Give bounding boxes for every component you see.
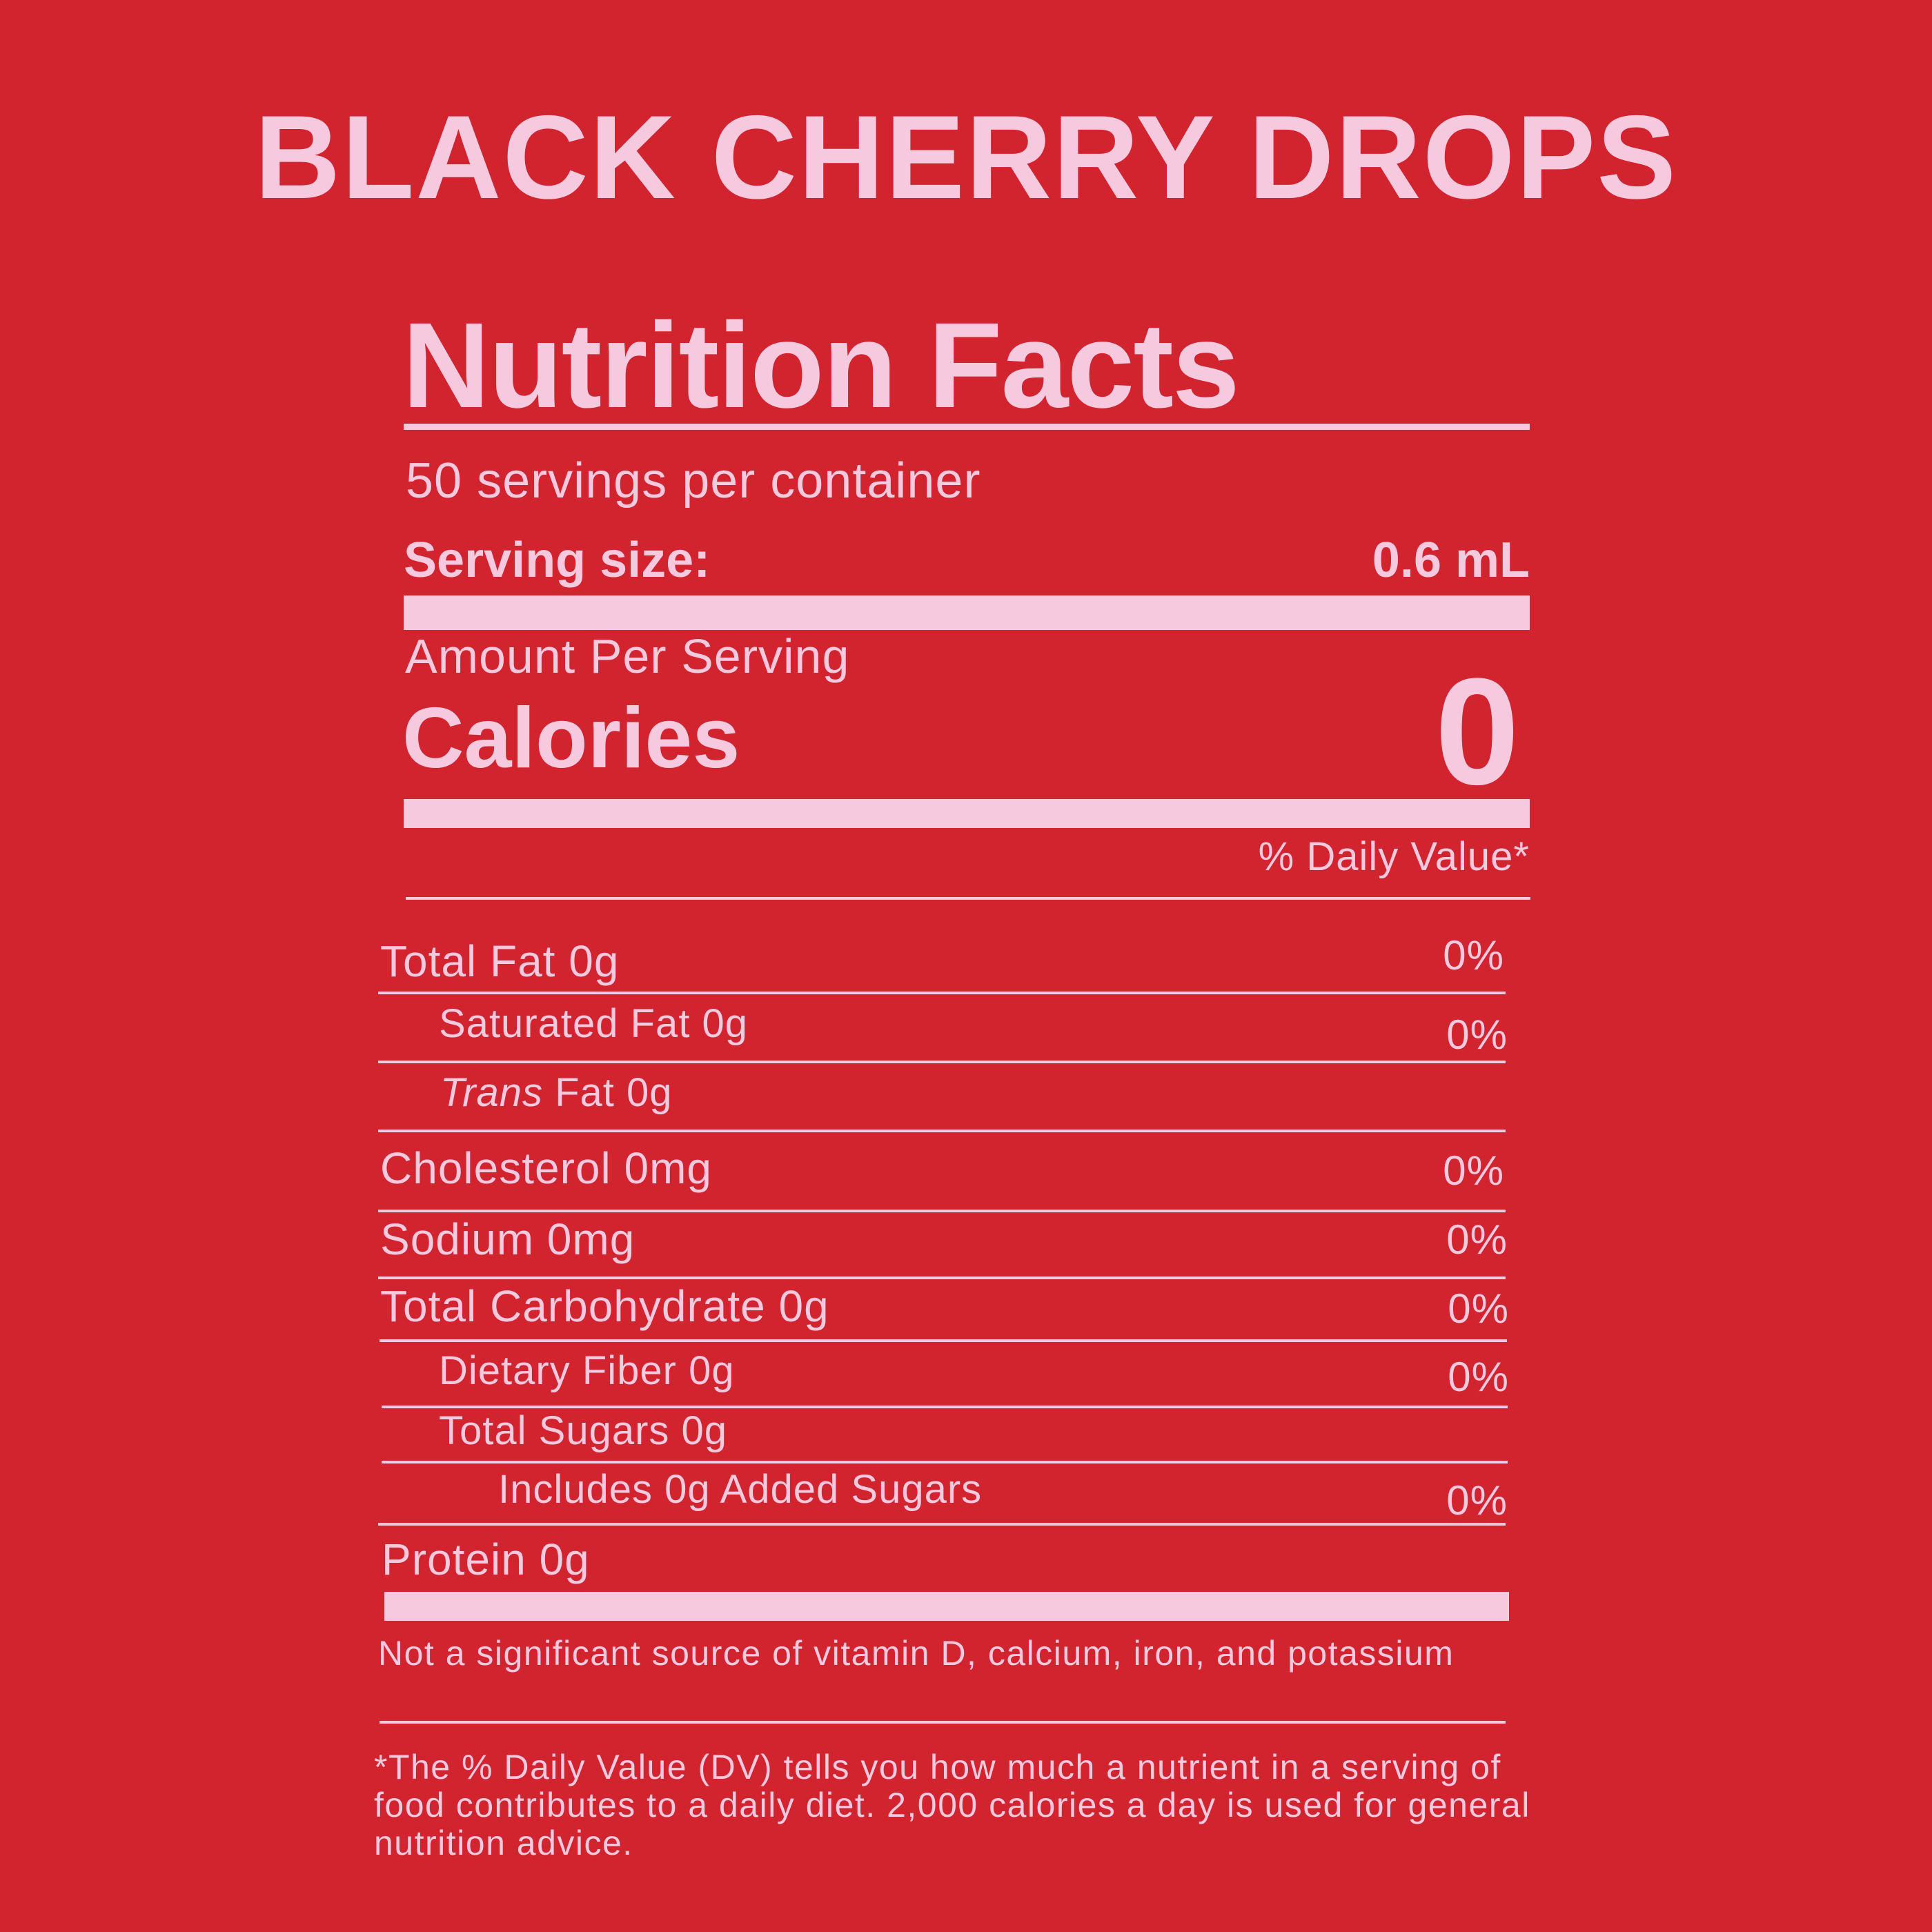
serving-size-label: Serving size:	[404, 533, 711, 588]
thick-divider-calories	[404, 799, 1530, 828]
trans-fat-rest: Fat 0g	[542, 1070, 673, 1115]
nutrient-cholesterol: Cholesterol 0mg	[380, 1143, 712, 1193]
dv-total-fat: 0%	[1443, 932, 1504, 978]
nutrition-facts-heading: Nutrition Facts	[402, 298, 1240, 433]
nutrient-protein: Protein 0g	[382, 1535, 590, 1584]
dv-sodium: 0%	[1446, 1216, 1508, 1263]
dv-dietary-fiber: 0%	[1448, 1354, 1509, 1400]
row-divider	[382, 1406, 1508, 1408]
dv-total-carbohydrate: 0%	[1448, 1285, 1509, 1332]
heading-divider	[404, 424, 1530, 430]
row-divider	[379, 1339, 1507, 1342]
row-divider	[378, 1061, 1506, 1063]
calories-label: Calories	[402, 691, 740, 786]
nutrient-trans-fat: Trans Fat 0g	[440, 1067, 673, 1118]
row-divider	[378, 992, 1506, 994]
row-divider	[378, 1276, 1506, 1279]
nutrient-total-carbohydrate: Total Carbohydrate 0g	[380, 1281, 829, 1331]
amount-per-serving: Amount Per Serving	[405, 629, 850, 683]
row-divider	[378, 1210, 1506, 1212]
footnote-divider	[379, 1721, 1506, 1724]
daily-value-footnote: *The % Daily Value (DV) tells you how mu…	[374, 1748, 1530, 1862]
dv-added-sugars: 0%	[1446, 1477, 1508, 1524]
daily-value-header: % Daily Value*	[1258, 834, 1530, 879]
servings-per-container: 50 servings per container	[406, 453, 981, 509]
dv-cholesterol: 0%	[1443, 1147, 1504, 1194]
row-divider	[378, 1130, 1506, 1132]
thick-divider-serving	[404, 595, 1530, 630]
calories-value: 0	[1435, 647, 1519, 816]
dv-saturated-fat: 0%	[1446, 1012, 1508, 1058]
row-divider	[382, 1461, 1508, 1463]
nutrient-dietary-fiber: Dietary Fiber 0g	[439, 1348, 735, 1393]
nutrient-added-sugars: Includes 0g Added Sugars	[498, 1467, 983, 1512]
nutrient-total-fat: Total Fat 0g	[380, 936, 620, 986]
serving-size-value: 0.6 mL	[1372, 533, 1530, 588]
product-title: BLACK CHERRY DROPS	[255, 91, 1677, 224]
nutrient-saturated-fat: Saturated Fat 0g	[439, 1001, 749, 1046]
trans-fat-italic: Trans	[440, 1070, 543, 1115]
micronutrient-footnote: Not a significant source of vitamin D, c…	[378, 1634, 1455, 1673]
nutrient-sodium: Sodium 0mg	[380, 1214, 635, 1264]
row-divider	[378, 1523, 1506, 1526]
daily-value-divider	[406, 897, 1530, 900]
thick-divider-protein	[384, 1592, 1509, 1621]
nutrient-total-sugars: Total Sugars 0g	[439, 1408, 728, 1453]
